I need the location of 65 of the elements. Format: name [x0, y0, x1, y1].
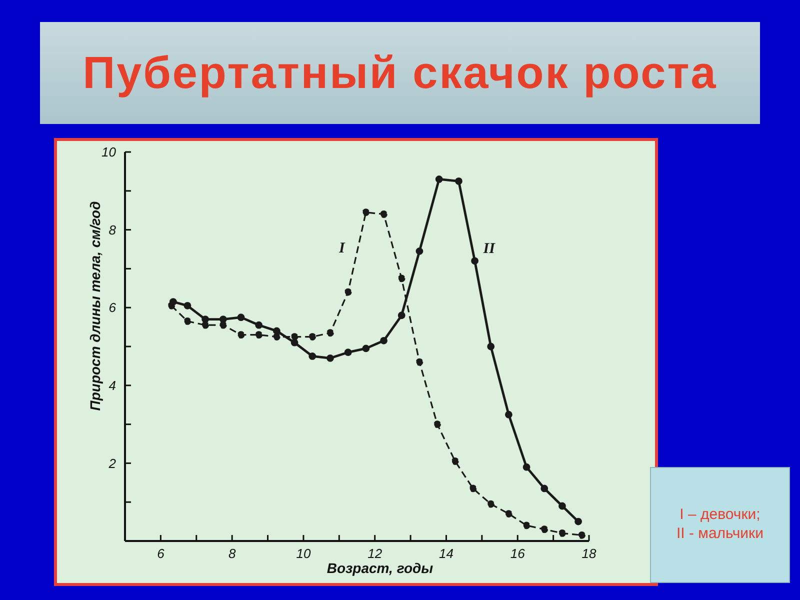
x-tick-label: 16 [510, 546, 526, 561]
x-tick-label: 10 [296, 546, 312, 561]
point [455, 177, 462, 185]
point [416, 247, 424, 255]
point [237, 331, 245, 339]
x-tick-label: 8 [228, 546, 236, 561]
series-label: I [338, 240, 346, 256]
point [504, 510, 512, 518]
point [362, 208, 370, 216]
point [219, 321, 227, 329]
point [219, 316, 227, 323]
x-tick-label: 6 [157, 546, 166, 561]
point [574, 518, 582, 526]
x-tick-label: 18 [582, 546, 597, 561]
text: I – девочки; II - мальчики [676, 506, 764, 544]
point [362, 344, 370, 352]
point [255, 331, 263, 339]
x-tick-label: 12 [368, 546, 383, 561]
point [272, 327, 280, 335]
point [487, 342, 495, 350]
y-axis-title: Прирост длины тела, см/год [87, 200, 103, 411]
point [344, 288, 352, 296]
point [308, 352, 316, 360]
point [202, 321, 210, 329]
point [308, 333, 316, 340]
y-tick-label: 8 [108, 222, 117, 238]
point [578, 531, 586, 539]
point [326, 329, 334, 337]
point [504, 410, 512, 418]
point [380, 336, 388, 344]
y-tick-label: 6 [108, 300, 117, 316]
point [290, 338, 298, 346]
point [416, 358, 424, 366]
point [435, 176, 443, 183]
point [255, 321, 263, 329]
point [540, 484, 548, 492]
point [237, 314, 245, 322]
point [558, 530, 566, 537]
point [272, 333, 280, 340]
x-tick-label: 14 [438, 546, 454, 561]
point [558, 502, 566, 510]
point [398, 312, 406, 320]
point [184, 302, 192, 310]
y-tick-label: 10 [102, 144, 117, 160]
point [184, 318, 192, 325]
point [469, 484, 477, 492]
y-tick-label: 4 [108, 378, 116, 393]
point [290, 333, 298, 340]
point [344, 348, 352, 356]
series-label: II [482, 241, 496, 258]
chart-title: Пубертатный скачок роста [82, 47, 718, 99]
point [522, 522, 530, 530]
y-tick-label: 2 [108, 456, 117, 471]
point [202, 316, 210, 323]
x-axis-title: Возраст, годы [326, 560, 434, 576]
point [522, 463, 530, 471]
point [487, 500, 495, 508]
point [434, 420, 442, 428]
point [398, 274, 406, 282]
point [326, 354, 334, 362]
point [380, 210, 388, 218]
point [540, 526, 548, 534]
point [169, 298, 177, 306]
point [451, 458, 459, 465]
point [471, 257, 478, 265]
